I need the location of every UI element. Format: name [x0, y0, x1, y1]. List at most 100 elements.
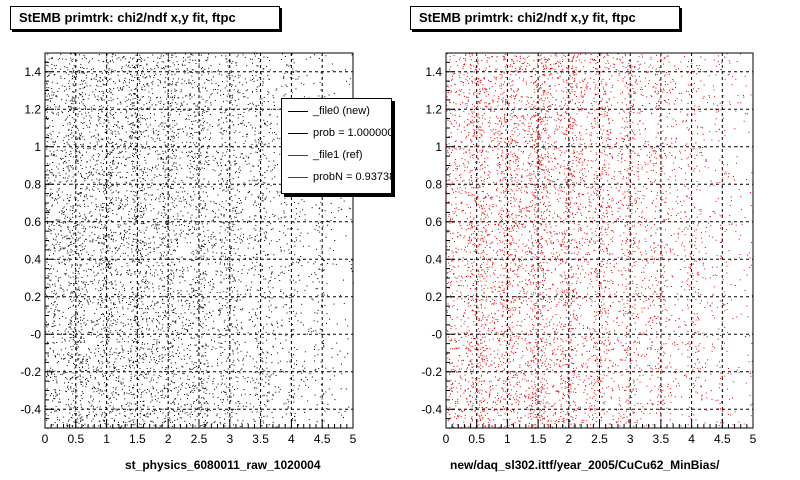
scatter-point [132, 108, 134, 110]
scatter-point [187, 330, 189, 332]
scatter-point [200, 307, 202, 309]
scatter-point [113, 148, 115, 150]
scatter-point [88, 298, 90, 300]
scatter-point [70, 100, 72, 102]
scatter-point [226, 95, 228, 97]
scatter-point [286, 295, 287, 297]
scatter-point [87, 408, 89, 409]
scatter-point [137, 231, 139, 233]
scatter-point [215, 242, 217, 244]
scatter-point [231, 267, 232, 269]
scatter-point [76, 313, 78, 315]
scatter-point [259, 211, 261, 213]
scatter-point [318, 222, 319, 224]
scatter-point [314, 272, 316, 274]
scatter-point [152, 83, 154, 85]
scatter-point [58, 114, 59, 116]
scatter-point [181, 276, 183, 278]
scatter-point [308, 419, 310, 421]
scatter-point [232, 339, 234, 341]
scatter-point [228, 224, 230, 226]
scatter-point [182, 266, 184, 268]
scatter-point [167, 368, 169, 370]
scatter-point [147, 82, 149, 84]
scatter-point [68, 160, 70, 162]
scatter-point [176, 269, 178, 270]
scatter-point [125, 415, 126, 417]
scatter-point [121, 126, 123, 128]
scatter-point [203, 258, 205, 260]
scatter-point [104, 69, 106, 71]
scatter-point [78, 346, 80, 348]
scatter-point [221, 112, 223, 114]
scatter-point [103, 91, 105, 93]
scatter-point [227, 329, 229, 331]
scatter-point [163, 206, 165, 208]
scatter-point [168, 136, 170, 138]
scatter-point [319, 268, 321, 270]
scatter-point [77, 264, 78, 266]
scatter-point [71, 99, 73, 101]
scatter-point [120, 87, 122, 89]
scatter-point [350, 195, 352, 197]
scatter-point [117, 162, 119, 164]
scatter-point [125, 116, 127, 118]
scatter-point [108, 142, 110, 144]
scatter-point [236, 341, 238, 343]
scatter-point [156, 348, 158, 350]
scatter-point [202, 307, 204, 309]
scatter-point [177, 394, 179, 396]
scatter-point [75, 315, 77, 317]
scatter-point [149, 370, 151, 372]
scatter-point [196, 169, 198, 171]
scatter-point [76, 289, 78, 291]
scatter-point [72, 272, 74, 274]
scatter-point [223, 390, 225, 392]
scatter-point [281, 325, 283, 327]
scatter-point [70, 242, 71, 243]
scatter-point [78, 299, 80, 301]
scatter-point [237, 189, 238, 191]
scatter-point [89, 147, 91, 149]
scatter-point [131, 136, 133, 138]
scatter-point [131, 412, 133, 414]
scatter-point [57, 198, 59, 200]
scatter-point [126, 182, 128, 184]
scatter-point [186, 393, 188, 395]
scatter-point [103, 99, 105, 101]
scatter-point [169, 249, 170, 251]
scatter-point [103, 242, 105, 244]
scatter-point [145, 272, 147, 274]
scatter-point [108, 72, 110, 74]
scatter-point [217, 365, 219, 367]
scatter-point [109, 182, 111, 184]
scatter-point [298, 202, 300, 204]
scatter-point [62, 373, 63, 375]
scatter-point [133, 419, 135, 421]
scatter-point [236, 206, 238, 208]
scatter-point [66, 203, 68, 205]
scatter-point [97, 299, 99, 301]
scatter-point [247, 377, 249, 378]
scatter-point [115, 392, 117, 393]
scatter-point [107, 288, 109, 289]
scatter-point [132, 291, 134, 293]
scatter-point [121, 425, 123, 427]
scatter-point [135, 174, 137, 176]
scatter-point [264, 292, 266, 294]
scatter-point [79, 256, 81, 258]
scatter-point [262, 420, 264, 422]
scatter-point [167, 106, 169, 108]
scatter-point [229, 261, 231, 263]
scatter-point [280, 324, 282, 326]
scatter-point [221, 155, 223, 157]
scatter-point [339, 350, 341, 352]
scatter-point [258, 331, 260, 333]
scatter-point [204, 279, 206, 281]
scatter-point [181, 103, 183, 105]
scatter-point [49, 182, 51, 184]
scatter-point [313, 360, 315, 362]
scatter-point [143, 348, 145, 350]
scatter-point [270, 200, 272, 202]
scatter-point [322, 260, 324, 262]
